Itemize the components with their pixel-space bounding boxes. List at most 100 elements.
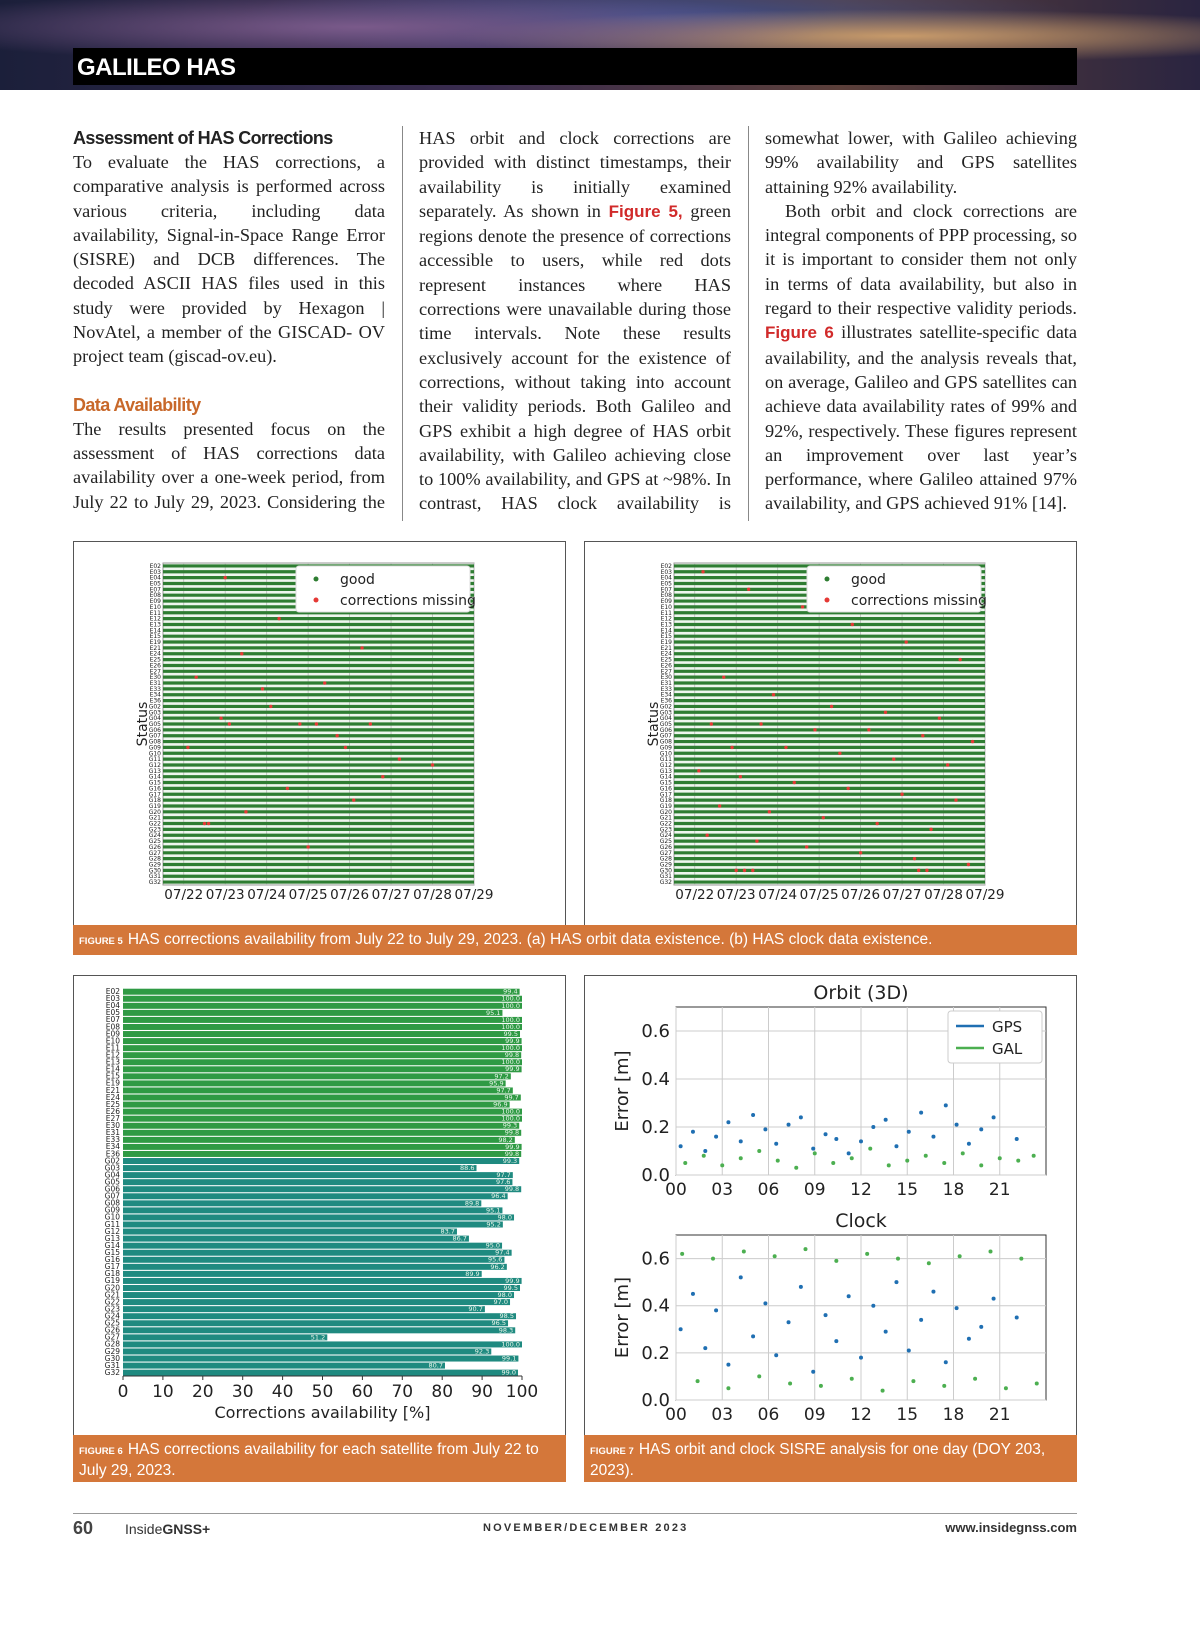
- value-label: 95.2: [486, 1220, 500, 1228]
- y-tick-label: G11: [105, 1220, 121, 1229]
- value-label: 96.9: [493, 1101, 507, 1109]
- y-tick-label: G29: [105, 1347, 121, 1356]
- bar: [123, 1052, 522, 1059]
- point: [757, 1149, 762, 1153]
- chart-title: Orbit (3D): [813, 982, 908, 1004]
- bar: [123, 1143, 522, 1150]
- y-tick-label: G19: [660, 803, 672, 810]
- y-tick-label: G21: [105, 1290, 121, 1299]
- y-tick-label: 0.0: [641, 1165, 670, 1186]
- y-tick-label: G28: [105, 1340, 121, 1349]
- missing-dot: [746, 587, 751, 592]
- point: [695, 1379, 700, 1384]
- missing-dot: [722, 675, 726, 679]
- y-tick-label: G31: [660, 873, 672, 880]
- point: [703, 1149, 708, 1153]
- point: [991, 1296, 996, 1301]
- bar: [123, 1214, 515, 1221]
- x-tick-label: 12: [850, 1180, 872, 1200]
- point: [775, 1158, 780, 1163]
- y-tick-label: E02: [661, 563, 673, 570]
- y-tick-label: E26: [150, 662, 162, 669]
- missing-dot: [966, 862, 971, 867]
- value-label: 98.0: [498, 1291, 512, 1299]
- value-label: 95.1: [486, 1009, 500, 1017]
- missing-dot: [709, 722, 714, 726]
- point: [906, 1129, 911, 1134]
- point: [690, 1129, 695, 1134]
- point: [763, 1127, 768, 1132]
- point: [919, 1110, 924, 1115]
- figure-ref: Figure 5,: [608, 201, 683, 221]
- missing-dot: [921, 734, 925, 738]
- y-tick-label: G24: [149, 832, 161, 839]
- caption: FIGURE 7 HAS orbit and clock SISRE analys…: [584, 1435, 1077, 1482]
- y-tick-label: G16: [105, 1255, 121, 1264]
- x-tick-label: 07/22: [675, 887, 714, 903]
- y-tick-label: E24: [661, 651, 673, 658]
- missing-dot: [269, 704, 273, 709]
- y-tick-label: G11: [149, 756, 161, 763]
- value-label: 99.8: [505, 1129, 519, 1137]
- x-tick-label: 03: [711, 1405, 733, 1425]
- missing-dot: [850, 622, 855, 627]
- legend-box: [806, 565, 982, 613]
- value-label: 97.2: [494, 1072, 508, 1080]
- y-tick-label: G13: [660, 768, 672, 775]
- value-label: 100.0: [501, 1023, 520, 1031]
- subheading: Data Availability: [73, 394, 201, 415]
- y-tick-label: E10: [106, 1036, 121, 1045]
- point: [751, 1334, 756, 1339]
- y-tick-label: E25: [106, 1100, 121, 1109]
- point: [886, 1163, 891, 1168]
- point: [798, 1115, 803, 1120]
- bar: [123, 1009, 503, 1016]
- caption: FIGURE 5 HAS corrections availability fro…: [73, 925, 1077, 955]
- y-tick-label: G06: [149, 727, 161, 734]
- y-tick-label: G27: [149, 850, 161, 857]
- legend-marker: [313, 576, 319, 582]
- y-tick-label: E14: [661, 627, 673, 634]
- y-tick-label: G03: [149, 709, 161, 716]
- x-tick-label: 70: [391, 1382, 413, 1402]
- point: [703, 1346, 708, 1351]
- x-tick-label: 09: [804, 1180, 826, 1200]
- y-tick-label: 0.4: [641, 1069, 670, 1090]
- value-label: 96.5: [492, 1319, 506, 1327]
- x-tick-label: 07/29: [966, 887, 1005, 903]
- y-tick-label: E12: [106, 1050, 121, 1059]
- x-tick-label: 00: [665, 1180, 687, 1200]
- point: [960, 1151, 965, 1156]
- value-label: 96.2: [490, 1263, 504, 1271]
- y-tick-label: E09: [150, 598, 162, 605]
- value-label: 97.7: [496, 1086, 510, 1094]
- missing-dot: [800, 605, 805, 609]
- y-tick-label: E15: [150, 633, 162, 640]
- y-tick-label: G17: [149, 791, 161, 798]
- x-tick-label: 07/26: [841, 887, 880, 903]
- x-tick-label: 07/28: [924, 887, 963, 903]
- y-axis-label: Status: [646, 702, 662, 747]
- point: [926, 1261, 931, 1266]
- missing-dot: [240, 652, 244, 656]
- y-tick-label: G03: [660, 709, 672, 716]
- point: [849, 1376, 854, 1381]
- legend-box: [947, 1010, 1043, 1064]
- bar: [123, 1200, 482, 1207]
- value-label: 99.9: [505, 1065, 519, 1073]
- y-tick-label: E36: [661, 698, 673, 705]
- x-tick-label: 07/27: [883, 887, 922, 903]
- y-tick-label: G21: [149, 815, 161, 822]
- missing-dot: [701, 570, 705, 574]
- brand-b: GNSS+: [162, 1521, 211, 1537]
- point: [774, 1141, 779, 1146]
- missing-dot: [813, 728, 817, 732]
- y-tick-label: E36: [106, 1149, 121, 1158]
- missing-dot: [846, 786, 850, 791]
- missing-dot: [738, 774, 743, 779]
- y-tick-label: G25: [149, 838, 161, 845]
- caption-label: FIGURE 5: [79, 936, 123, 947]
- missing-dot: [945, 763, 950, 767]
- missing-dot: [323, 681, 327, 685]
- point: [798, 1284, 803, 1289]
